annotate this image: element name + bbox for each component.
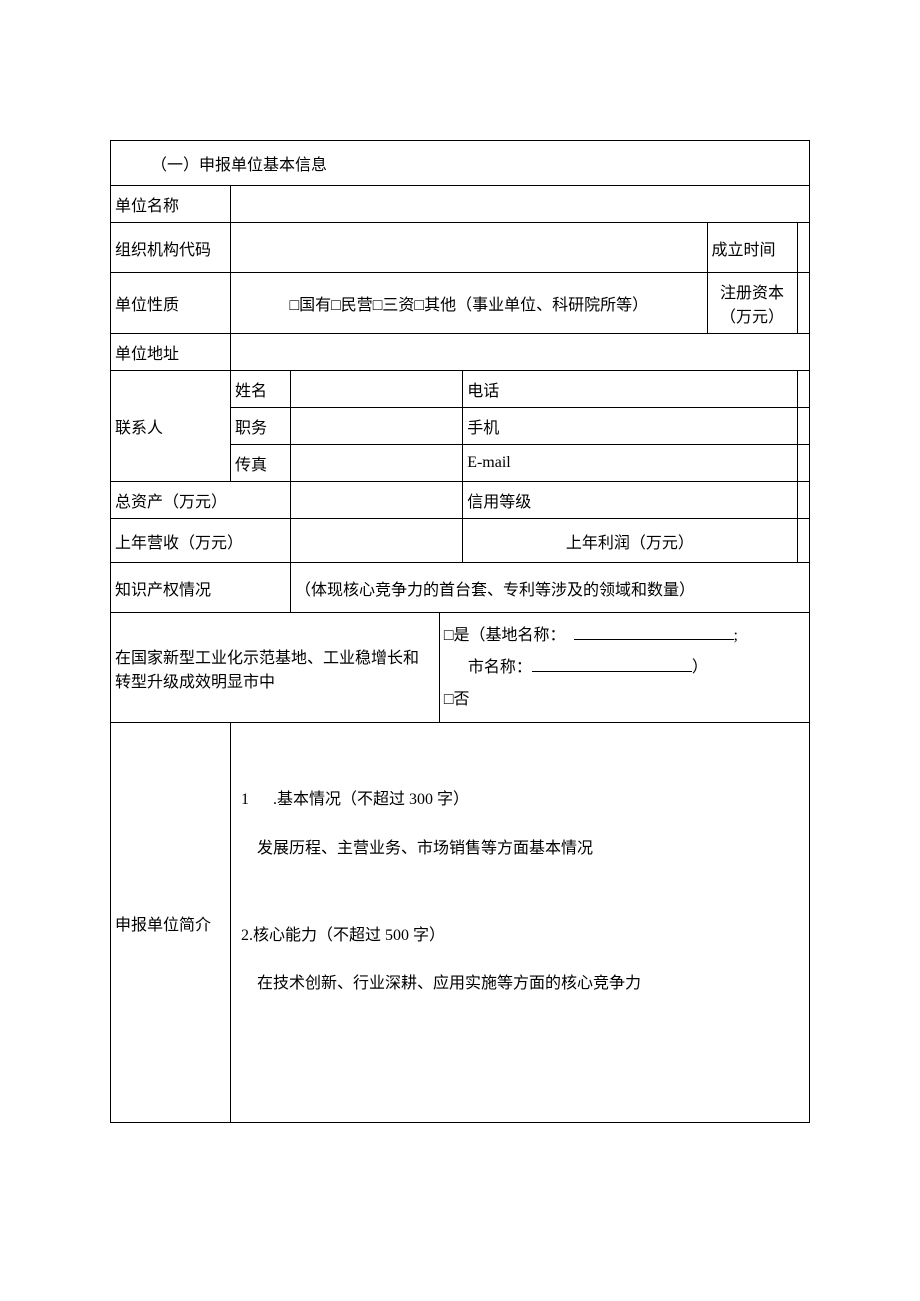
label-base: 在国家新型工业化示范基地、工业稳增长和转型升级成效明显市中 [111, 613, 440, 723]
value-position[interactable] [291, 408, 463, 445]
value-credit-rating[interactable] [797, 482, 809, 519]
value-ip-status[interactable]: （体现核心竞争力的首台套、专利等涉及的领域和数量） [291, 563, 810, 613]
label-contact: 联系人 [111, 371, 231, 482]
label-last-revenue: 上年营收（万元） [111, 519, 291, 563]
value-email[interactable] [797, 445, 809, 482]
application-form-table: （一）申报单位基本信息 单位名称 组织机构代码 成立时间 单位性质 □国有□民营… [110, 140, 810, 1123]
label-phone: 电话 [463, 371, 797, 408]
value-last-revenue[interactable] [291, 519, 463, 563]
table-row: 申报单位简介 1 .基本情况（不超过 300 字） 发展历程、主营业务、市场销售… [111, 723, 810, 1123]
label-reg-capital: 注册资本（万元） [707, 273, 797, 334]
value-last-profit[interactable] [797, 519, 809, 563]
table-row: （一）申报单位基本信息 [111, 141, 810, 186]
table-row: 总资产（万元） 信用等级 [111, 482, 810, 519]
intro2-desc: 在技术创新、行业深耕、应用实施等方面的核心竞争力 [257, 975, 641, 992]
label-org-code: 组织机构代码 [111, 223, 231, 273]
section-title: （一）申报单位基本信息 [131, 157, 327, 174]
label-intro: 申报单位简介 [111, 723, 231, 1123]
label-position: 职务 [231, 408, 291, 445]
base-no-text: □否 [444, 691, 470, 708]
city-name-underline[interactable] [532, 656, 692, 672]
intro1-desc: 发展历程、主营业务、市场销售等方面基本情况 [257, 840, 593, 857]
value-establish-time[interactable] [797, 223, 809, 273]
value-name[interactable] [291, 371, 463, 408]
value-mobile[interactable] [797, 408, 809, 445]
base-name-underline[interactable] [574, 624, 734, 640]
label-mobile: 手机 [463, 408, 797, 445]
value-org-code[interactable] [231, 223, 708, 273]
label-unit-name: 单位名称 [111, 186, 231, 223]
value-unit-nature[interactable]: □国有□民营□三资□其他（事业单位、科研院所等） [231, 273, 708, 334]
table-row: 单位名称 [111, 186, 810, 223]
label-unit-nature: 单位性质 [111, 273, 231, 334]
intro1-title: .基本情况（不超过 300 字） [273, 791, 469, 808]
label-total-assets: 总资产（万元） [111, 482, 291, 519]
label-credit-rating: 信用等级 [463, 482, 797, 519]
value-total-assets[interactable] [291, 482, 463, 519]
value-fax[interactable] [291, 445, 463, 482]
label-name: 姓名 [231, 371, 291, 408]
section-header: （一）申报单位基本信息 [111, 141, 810, 186]
table-row: 联系人 姓名 电话 [111, 371, 810, 408]
value-unit-name[interactable] [231, 186, 810, 223]
value-base[interactable]: □是（基地名称： ; 市名称：） □否 [439, 613, 809, 723]
intro-content[interactable]: 1 .基本情况（不超过 300 字） 发展历程、主营业务、市场销售等方面基本情况… [231, 723, 810, 1123]
label-unit-address: 单位地址 [111, 334, 231, 371]
value-reg-capital[interactable] [797, 273, 809, 334]
intro1-num: 1 [241, 791, 249, 808]
table-row: 知识产权情况 （体现核心竞争力的首台套、专利等涉及的领域和数量） [111, 563, 810, 613]
table-row: 在国家新型工业化示范基地、工业稳增长和转型升级成效明显市中 □是（基地名称： ;… [111, 613, 810, 723]
intro2-title: 2.核心能力（不超过 500 字） [241, 927, 445, 944]
table-row: 上年营收（万元） 上年利润（万元） [111, 519, 810, 563]
label-establish-time: 成立时间 [707, 223, 797, 273]
label-last-profit: 上年利润（万元） [463, 519, 797, 563]
label-fax: 传真 [231, 445, 291, 482]
value-phone[interactable] [797, 371, 809, 408]
value-unit-address[interactable] [231, 334, 810, 371]
base-city-text: 市名称： [468, 659, 532, 676]
table-row: 单位地址 [111, 334, 810, 371]
base-yes-text: □是（基地名称： [444, 627, 566, 644]
label-email: E-mail [463, 445, 797, 482]
label-ip-status: 知识产权情况 [111, 563, 291, 613]
table-row: 组织机构代码 成立时间 [111, 223, 810, 273]
table-row: 单位性质 □国有□民营□三资□其他（事业单位、科研院所等） 注册资本（万元） [111, 273, 810, 334]
